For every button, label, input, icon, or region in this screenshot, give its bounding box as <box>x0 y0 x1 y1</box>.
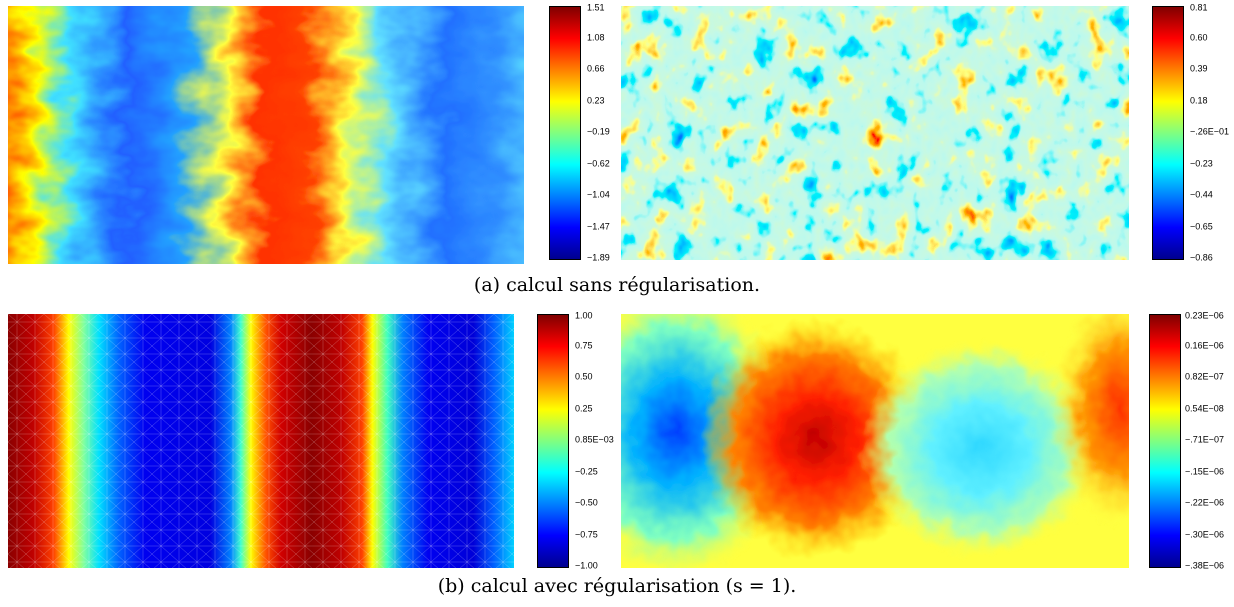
colorbar-2-tick: −0.23 <box>1190 158 1213 169</box>
caption-b: (b) calcul avec régularisation (s = 1). <box>437 575 797 597</box>
colorbar-3-tick: −0.50 <box>575 497 598 508</box>
colorbar-1-tick: 0.23 <box>587 95 605 106</box>
colorbar-3-tick: 0.25 <box>575 403 593 414</box>
colorbar-3-tick: −0.75 <box>575 529 598 540</box>
colorbar-3-ticks: 1.00 0.75 0.50 0.25 0.85E−03 −0.25 −0.50… <box>575 310 645 574</box>
colorbar-1-tick: −1.04 <box>587 189 610 200</box>
colorbar-1-tick: −0.19 <box>587 126 610 137</box>
field-plot-a-right <box>621 6 1129 260</box>
colorbar-2 <box>1152 6 1184 260</box>
colorbar-3-tick: 0.75 <box>575 340 593 351</box>
colorbar-3-tick: −1.00 <box>575 560 598 571</box>
field-plot-b-left <box>8 314 514 568</box>
colorbar-2-tick: −0.65 <box>1190 221 1213 232</box>
colorbar-4-tick: 0.54E−08 <box>1185 403 1224 414</box>
colorbar-1-tick: −1.47 <box>587 221 610 232</box>
colorbar-1-tick: 0.66 <box>587 63 605 74</box>
colorbar-2-ticks: 0.81 0.60 0.39 0.18 −.26E−01 −0.23 −0.44… <box>1190 2 1234 266</box>
colorbar-1-tick: 1.08 <box>587 32 605 43</box>
colorbar-1-tick: −1.89 <box>587 252 610 263</box>
colorbar-4 <box>1149 314 1181 568</box>
colorbar-4-tick: −.22E−06 <box>1185 497 1225 508</box>
colorbar-1 <box>549 6 581 260</box>
colorbar-4-tick: −.30E−06 <box>1185 529 1225 540</box>
colorbar-4-ticks: 0.23E−06 0.16E−06 0.82E−07 0.54E−08 −.71… <box>1185 310 1234 574</box>
field-plot-a-left <box>8 6 524 264</box>
colorbar-2-tick: 0.39 <box>1190 63 1208 74</box>
colorbar-3-tick: 1.00 <box>575 310 593 321</box>
colorbar-3-tick: 0.50 <box>575 371 593 382</box>
colorbar-3-tick: 0.85E−03 <box>575 434 614 445</box>
colorbar-2-tick: 0.60 <box>1190 32 1208 43</box>
colorbar-4-tick: −.38E−06 <box>1185 560 1225 571</box>
colorbar-4-tick: 0.16E−06 <box>1185 340 1224 351</box>
colorbar-2-tick: 0.18 <box>1190 95 1208 106</box>
colorbar-2-tick: 0.81 <box>1190 2 1208 13</box>
colorbar-2-tick: −.26E−01 <box>1190 126 1230 137</box>
colorbar-1-ticks: 1.51 1.08 0.66 0.23 −0.19 −0.62 −1.04 −1… <box>587 2 657 266</box>
caption-a: (a) calcul sans régularisation. <box>473 274 761 296</box>
colorbar-1-tick: 1.51 <box>587 2 605 13</box>
colorbar-2-tick: −0.86 <box>1190 252 1213 263</box>
colorbar-4-tick: 0.23E−06 <box>1185 310 1224 321</box>
colorbar-4-tick: 0.82E−07 <box>1185 371 1224 382</box>
colorbar-2-tick: −0.44 <box>1190 189 1213 200</box>
field-plot-b-right <box>621 314 1129 568</box>
colorbar-1-tick: −0.62 <box>587 158 610 169</box>
colorbar-4-tick: −.15E−06 <box>1185 466 1225 477</box>
colorbar-3-tick: −0.25 <box>575 466 598 477</box>
colorbar-4-tick: −.71E−07 <box>1185 434 1225 445</box>
colorbar-3 <box>537 314 569 568</box>
